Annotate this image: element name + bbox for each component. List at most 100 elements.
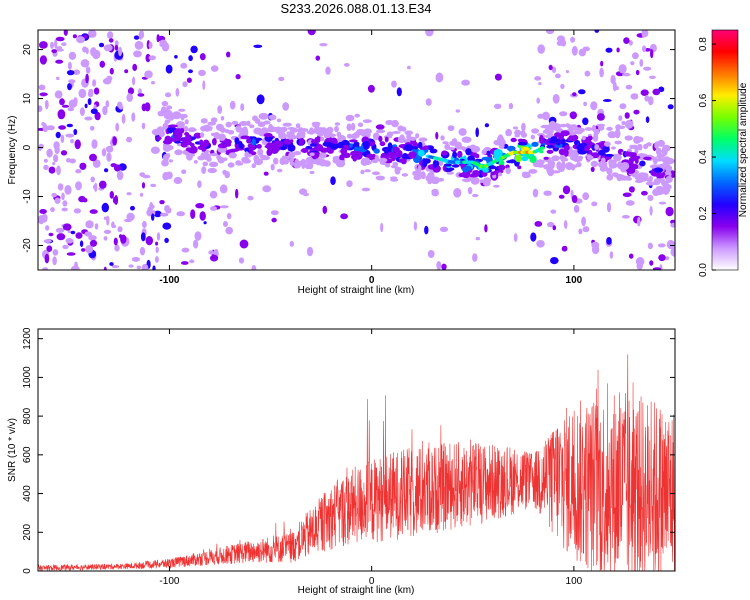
noise-blob [299,188,308,195]
signal-blob [228,152,237,159]
noise-blob [113,237,118,246]
signal-blob [164,135,172,143]
noise-blob [571,45,578,56]
noise-blob [54,38,58,49]
signal-blob [517,138,524,143]
noise-blob [39,55,48,65]
noise-blob [425,30,434,37]
noise-blob [670,222,675,228]
noise-blob [85,245,94,254]
signal-blob [581,135,586,141]
noise-blob [64,185,72,195]
signal-blob [412,170,420,177]
signal-blob [408,151,417,159]
noise-blob [621,215,630,219]
noise-blob [126,93,133,102]
noise-blob [65,238,74,244]
spectrogram-frame [37,29,676,271]
noise-blob [628,253,634,259]
noise-blob [85,222,94,226]
signal-blob [188,128,197,132]
signal-blob [375,129,386,134]
signal-blob [249,124,255,129]
signal-blob [350,150,360,157]
y-tick-label: 400 [22,485,33,502]
noise-blob [114,44,119,51]
signal-blob [174,149,183,156]
signal-blob [546,149,554,154]
noise-blob [87,90,94,98]
noise-blob [494,103,502,110]
noise-blob [118,46,123,57]
noise-blob [560,39,567,47]
y-tick-label: 0 [22,144,33,150]
noise-blob [644,95,650,102]
noise-blob [650,46,656,50]
signal-blob [493,149,503,157]
colorbar-gradient [712,30,738,270]
signal-blob [268,114,277,121]
signal-blob [497,172,503,177]
noise-blob [413,221,418,231]
signal-blob [543,156,549,160]
signal-blob [378,157,388,163]
signal-blob [403,144,414,152]
signal-blob [451,164,460,168]
signal-blob [482,168,490,173]
signal-blob [631,144,638,150]
signal-blob [604,141,611,147]
noise-blob [361,187,371,192]
noise-blob [475,237,481,241]
signal-blob [481,149,487,155]
noise-blob [573,205,580,213]
signal-blob [624,151,631,157]
signal-blob [278,133,287,140]
noise-blob [70,139,75,144]
signal-blob [633,155,641,160]
noise-blob [155,246,159,253]
noise-blob [344,63,350,67]
noise-blob [552,94,560,104]
noise-blob [152,265,156,270]
y-tick-label: 800 [22,407,33,424]
noise-blob [67,61,72,70]
signal-blob [646,142,652,147]
noise-blob [164,237,169,243]
noise-blob [666,239,675,250]
noise-blob [44,99,49,110]
signal-blob [209,161,219,168]
noise-blob [126,136,133,143]
noise-blob [229,100,236,110]
signal-blob [659,178,666,183]
noise-blob [90,176,95,183]
noise-blob [91,49,101,60]
signal-blob [257,121,266,128]
signal-blob [166,127,175,132]
signal-blob [611,172,619,177]
signal-blob [584,127,593,131]
signal-blob [574,127,584,135]
signal-blob [462,166,470,173]
noise-blob [118,105,124,110]
signal-blob [422,159,428,168]
noise-blob [79,240,84,247]
noise-blob [591,201,598,207]
colorbar: 0.0 0.2 0.4 0.6 0.8 Normalized spectral ampl… [698,29,749,277]
signal-blob [620,162,630,170]
noise-blob [584,70,591,77]
noise-blob [558,194,565,199]
signal-blob [362,140,371,148]
noise-blob [55,36,65,42]
noise-blob [572,92,577,97]
noise-blob [239,239,249,249]
spectrogram-x-label: Height of straight line (km) [298,285,415,296]
snr-frame [37,328,676,572]
signal-blob [349,139,358,143]
signal-blob [633,173,638,178]
noise-blob [73,97,78,105]
signal-blob [193,132,202,139]
noise-blob [133,50,142,58]
signal-blob [231,120,239,125]
signal-blob [472,170,480,177]
